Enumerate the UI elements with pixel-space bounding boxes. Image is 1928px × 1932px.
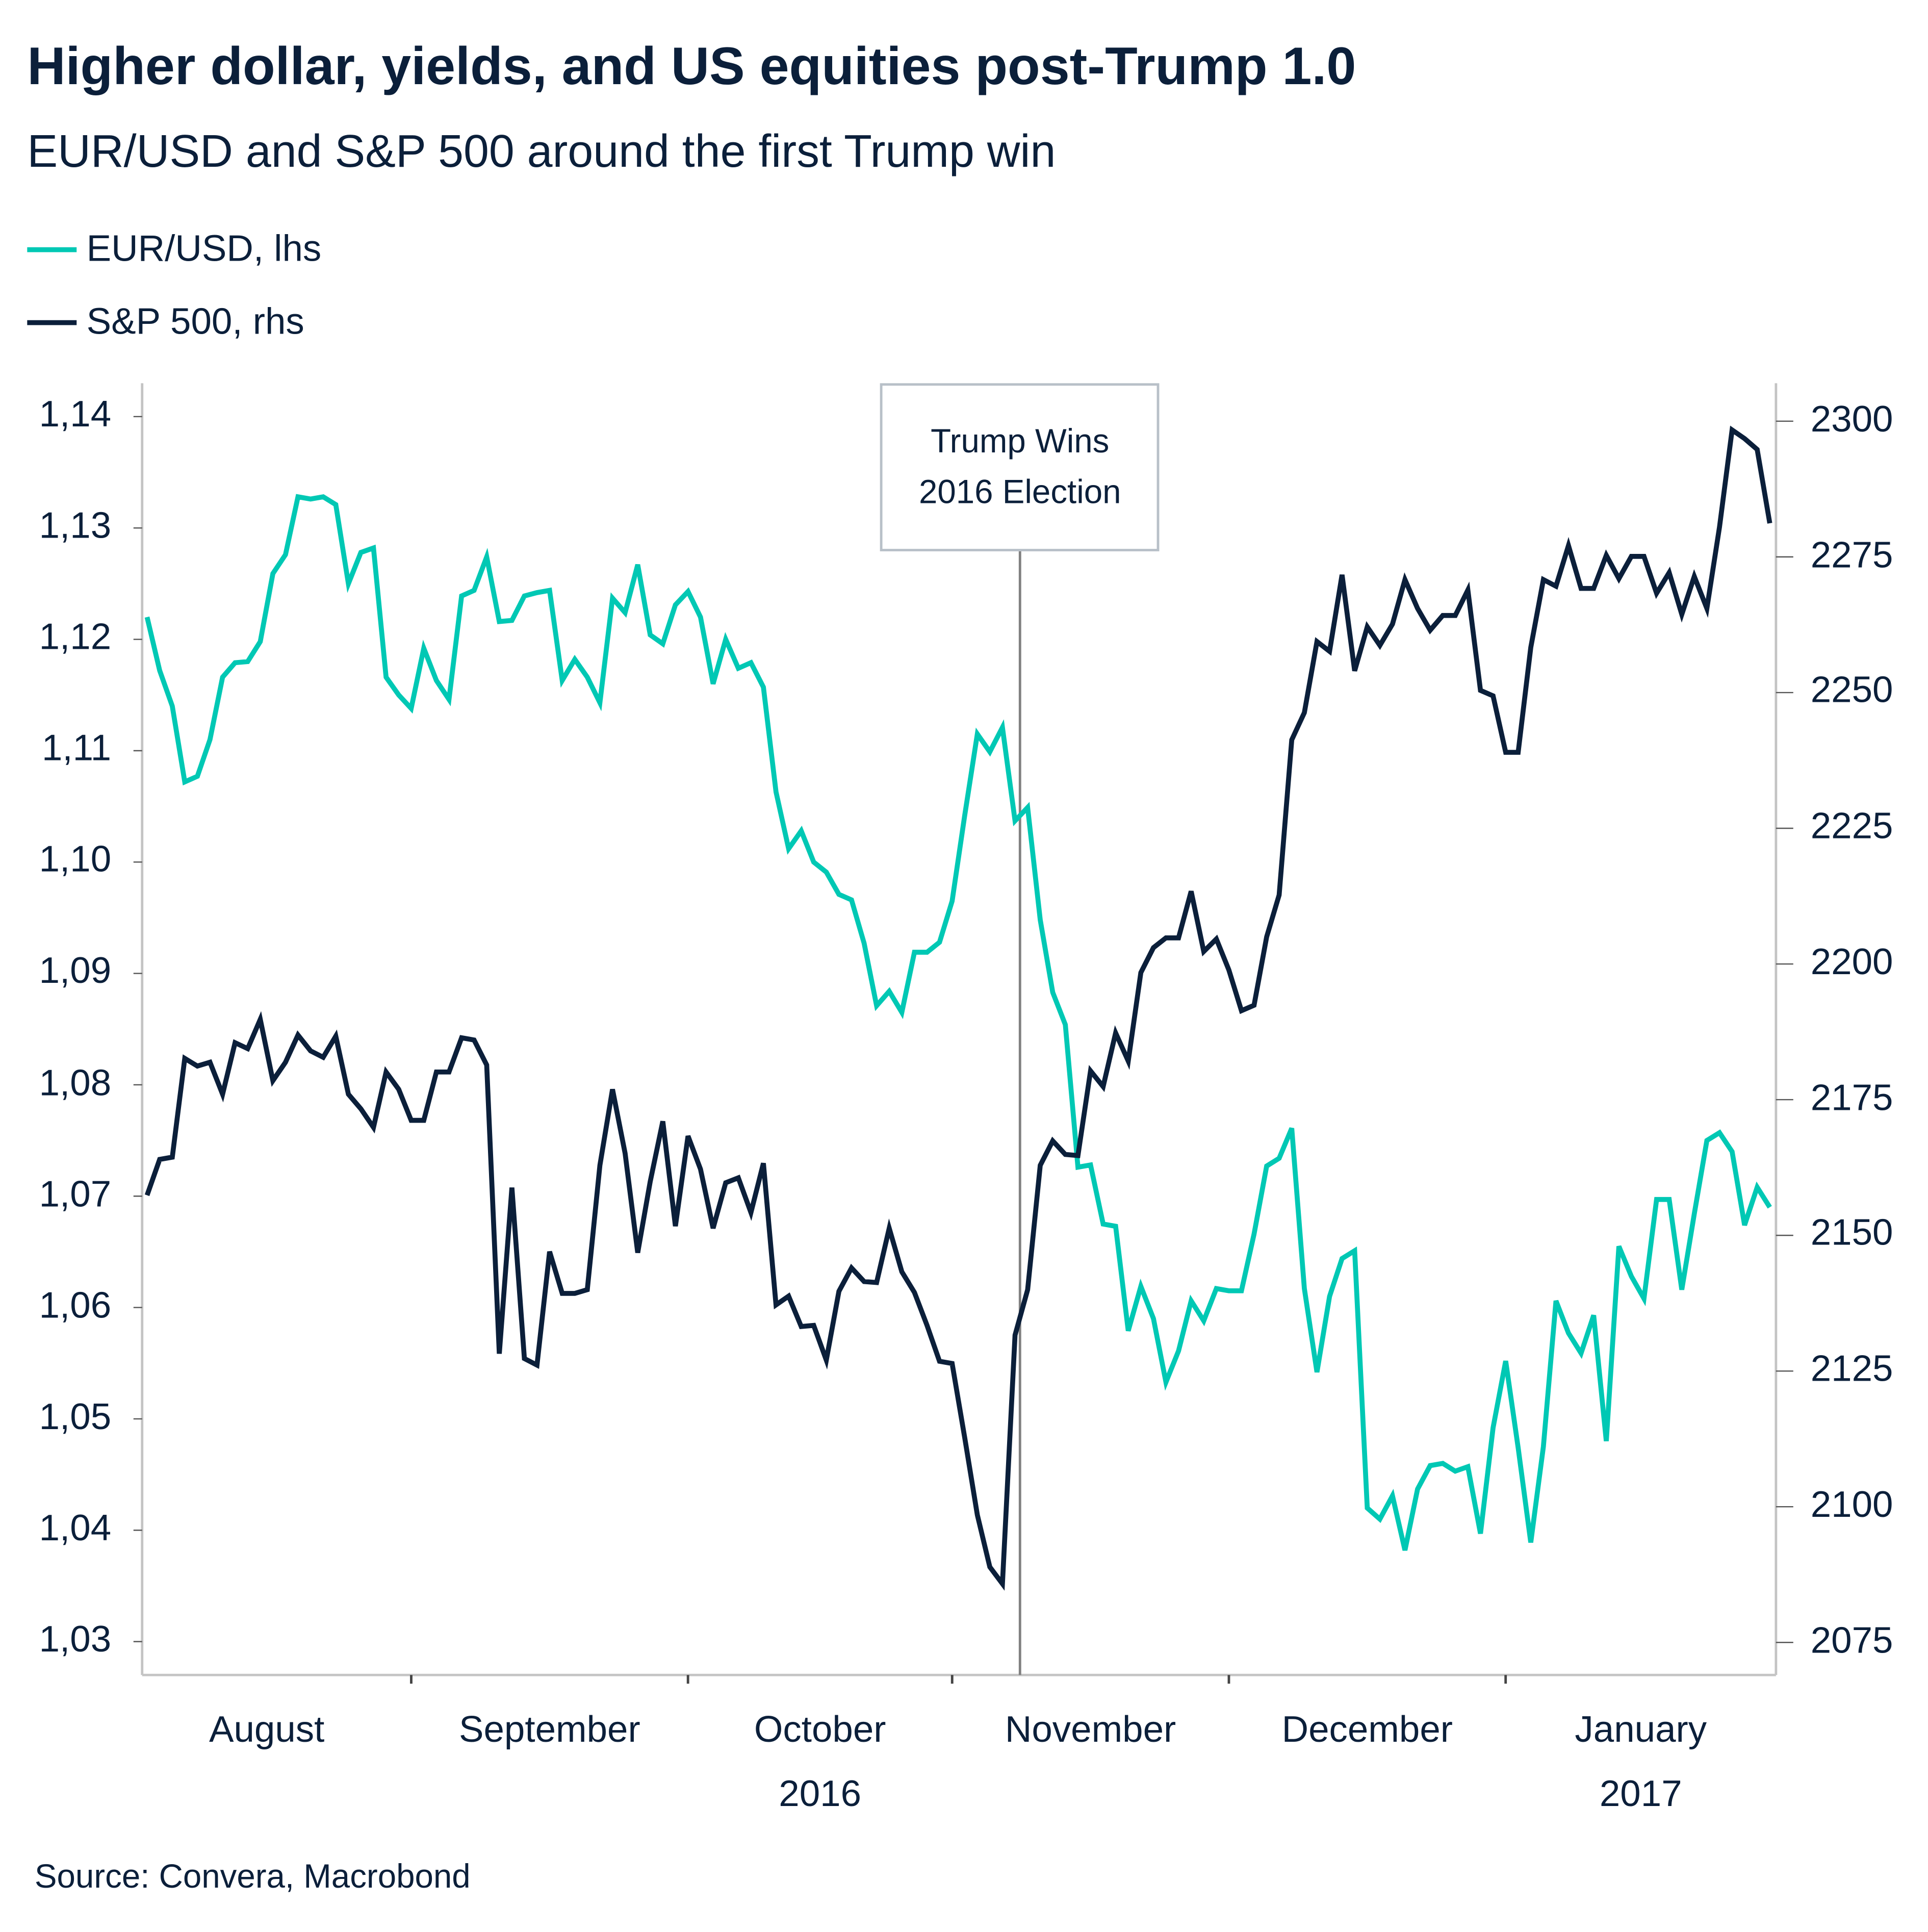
right-tick-label: 2075 <box>1810 1620 1893 1661</box>
right-tick-label: 2100 <box>1810 1484 1893 1526</box>
right-tick-label: 2125 <box>1810 1349 1893 1390</box>
left-tick-label: 1,06 <box>39 1285 112 1326</box>
left-tick-label: 1,04 <box>39 1508 112 1549</box>
left-tick-label: 1,10 <box>39 840 112 881</box>
left-tick-label: 1,08 <box>39 1062 112 1104</box>
source-note: Source: Convera, Macrobond <box>34 1858 471 1895</box>
left-tick-label: 1,13 <box>39 505 112 547</box>
x-year-label: 2017 <box>1599 1774 1682 1815</box>
right-tick-label: 2250 <box>1810 670 1893 711</box>
x-tick-label: November <box>1005 1709 1176 1750</box>
legend-item-spx: S&P 500, rhs <box>27 301 304 343</box>
x-tick-label: January <box>1575 1709 1707 1750</box>
spx-line <box>144 425 1772 1591</box>
x-tick-label: October <box>754 1709 886 1750</box>
left-tick-label: 1,09 <box>39 951 112 992</box>
left-tick-label: 1,05 <box>39 1396 112 1438</box>
chart-subtitle: EUR/USD and S&P 500 around the first Tru… <box>27 126 1056 177</box>
right-tick-label: 2275 <box>1810 535 1893 576</box>
x-tick-label: December <box>1281 1709 1453 1750</box>
annotation-line: Trump Wins <box>931 422 1110 460</box>
x-tick-label: August <box>209 1709 325 1750</box>
annotation-box: Trump Wins 2016 Election <box>880 383 1160 551</box>
right-tick-label: 2175 <box>1810 1077 1893 1118</box>
legend-label: EUR/USD, lhs <box>86 228 322 270</box>
x-year-label: 2016 <box>779 1774 862 1815</box>
right-tick-label: 2225 <box>1810 806 1893 847</box>
left-tick-label: 1,07 <box>39 1174 112 1215</box>
legend-swatch-eurusd <box>27 247 77 252</box>
annotation-line: 2016 Election <box>918 473 1121 511</box>
legend-item-eurusd: EUR/USD, lhs <box>27 228 321 270</box>
left-tick-label: 1,12 <box>39 617 112 658</box>
legend-label: S&P 500, rhs <box>86 301 304 343</box>
chart-title: Higher dollar, yields, and US equities p… <box>27 37 1356 97</box>
right-tick-label: 2200 <box>1810 942 1893 983</box>
x-tick-label: September <box>458 1709 640 1750</box>
left-tick-label: 1,14 <box>39 394 112 436</box>
left-tick-label: 1,11 <box>41 728 112 770</box>
right-tick-label: 2150 <box>1810 1213 1893 1254</box>
left-tick-label: 1,03 <box>39 1619 112 1660</box>
right-tick-label: 2300 <box>1810 399 1893 440</box>
legend-swatch-spx <box>27 320 77 325</box>
eurusd-line <box>144 494 1772 1551</box>
